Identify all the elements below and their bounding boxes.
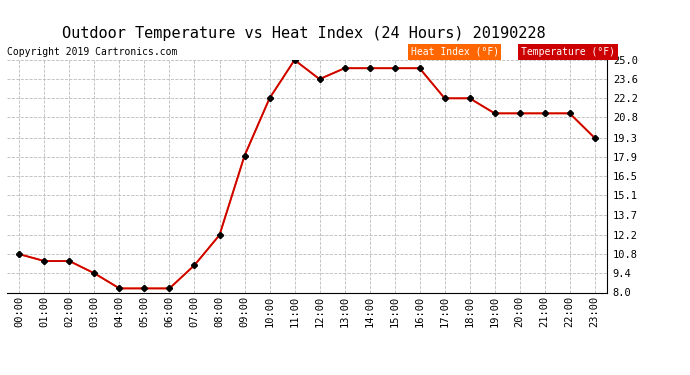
Text: Heat Index (°F): Heat Index (°F): [411, 47, 499, 57]
Text: Copyright 2019 Cartronics.com: Copyright 2019 Cartronics.com: [7, 47, 177, 57]
Text: Temperature (°F): Temperature (°F): [521, 47, 615, 57]
Text: Outdoor Temperature vs Heat Index (24 Hours) 20190228: Outdoor Temperature vs Heat Index (24 Ho…: [62, 26, 545, 41]
